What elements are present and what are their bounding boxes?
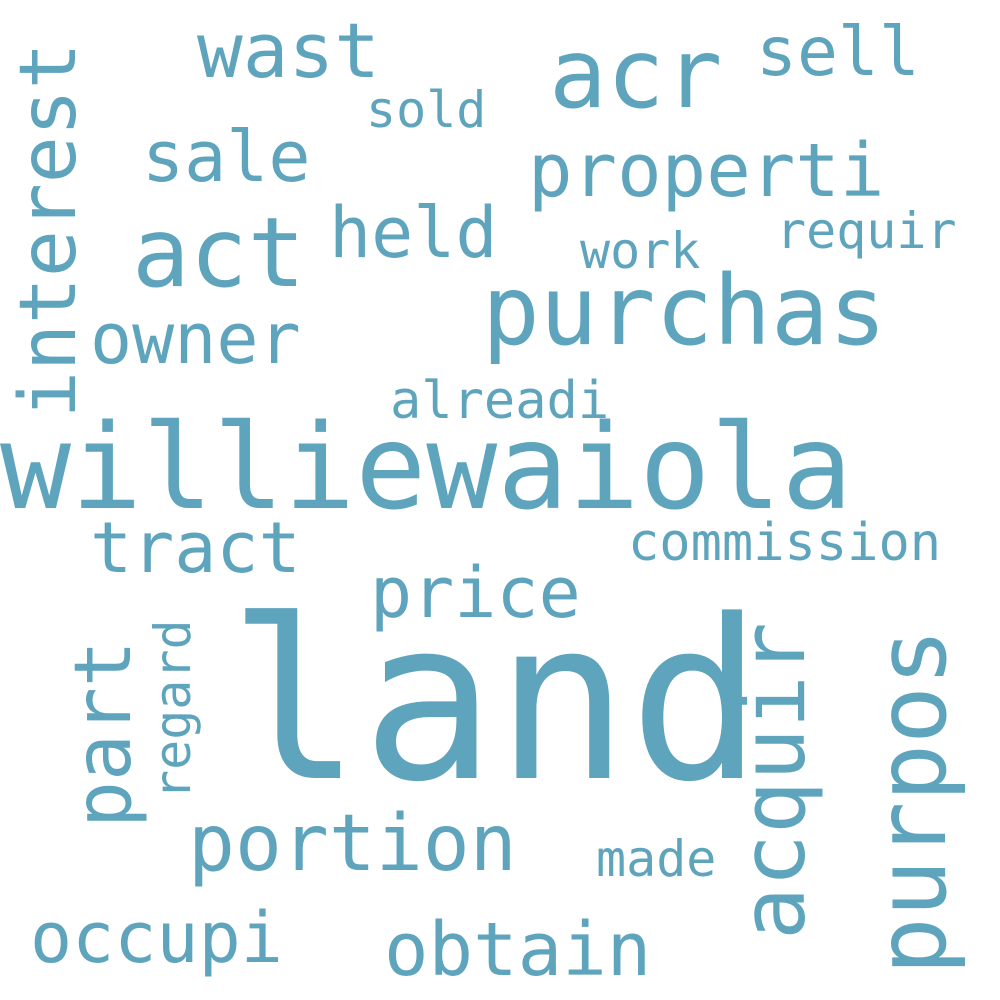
word-purchas: purchas	[482, 255, 887, 367]
word-commission: commission	[628, 513, 941, 573]
word-obtain: obtain	[384, 907, 651, 993]
word-sale: sale	[142, 116, 311, 198]
word-acquir: acquir	[722, 622, 825, 940]
word-tract: tract	[90, 507, 301, 589]
word-williewaiola: williewaiola	[0, 398, 853, 536]
word-wast: wast	[197, 6, 380, 95]
word-acr: acr	[549, 18, 722, 130]
word-purpos: purpos	[856, 628, 968, 975]
word-requir: requir	[776, 202, 957, 260]
word-held: held	[329, 192, 498, 274]
word-alreadi: alreadi	[390, 371, 609, 431]
word-portion: portion	[188, 799, 517, 889]
word-interest: interest	[4, 42, 94, 418]
word-act: act	[132, 197, 305, 309]
word-occupi: occupi	[30, 897, 283, 979]
word-land: land	[228, 573, 763, 831]
word-properti: properti	[528, 128, 884, 214]
word-sold: sold	[366, 81, 486, 139]
word-part: part	[59, 640, 149, 828]
word-owner: owner	[90, 298, 301, 380]
word-regard: regard	[144, 619, 202, 800]
word-work: work	[580, 222, 700, 280]
word-price: price	[370, 552, 581, 634]
word-made: made	[596, 830, 716, 888]
word-sell: sell	[756, 13, 920, 92]
word-cloud-words: land williewaiola purchas purpos acr act acqui…	[0, 6, 968, 993]
